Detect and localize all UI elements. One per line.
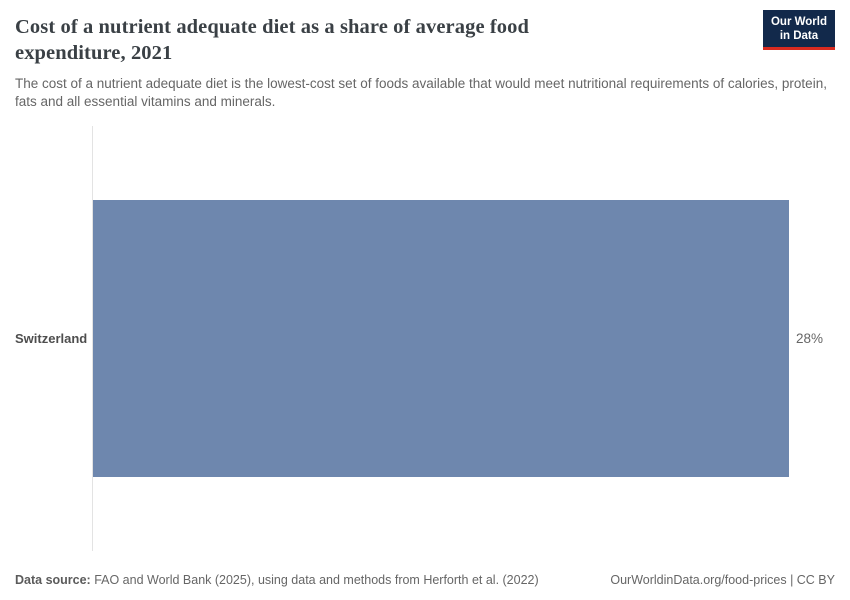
- owid-license-link[interactable]: OurWorldinData.org/food-prices | CC BY: [610, 573, 835, 587]
- data-source-label: Data source:: [15, 573, 91, 587]
- header: Cost of a nutrient adequate diet as a sh…: [15, 10, 835, 111]
- chart-title: Cost of a nutrient adequate diet as a sh…: [15, 16, 529, 64]
- bar-value-label: 28%: [796, 331, 824, 346]
- bar-chart: Switzerland 28%: [15, 126, 835, 551]
- y-axis-line: [92, 126, 93, 551]
- owid-logo-line1: Our World: [770, 16, 827, 28]
- chart-subtitle: The cost of a nutrient adequate diet is …: [15, 76, 827, 109]
- bar-track: 28%: [93, 200, 835, 477]
- data-source-note: Data source: FAO and World Bank (2025), …: [15, 572, 539, 588]
- owid-logo-line2: in Data: [779, 30, 819, 42]
- footer: Data source: FAO and World Bank (2025), …: [15, 572, 835, 588]
- data-source-text: FAO and World Bank (2025), using data an…: [90, 573, 539, 587]
- bar-row: Switzerland 28%: [15, 200, 835, 477]
- owid-logo[interactable]: Our World in Data: [762, 10, 835, 50]
- bar-switzerland[interactable]: [93, 200, 789, 477]
- category-label-switzerland: Switzerland: [15, 331, 88, 346]
